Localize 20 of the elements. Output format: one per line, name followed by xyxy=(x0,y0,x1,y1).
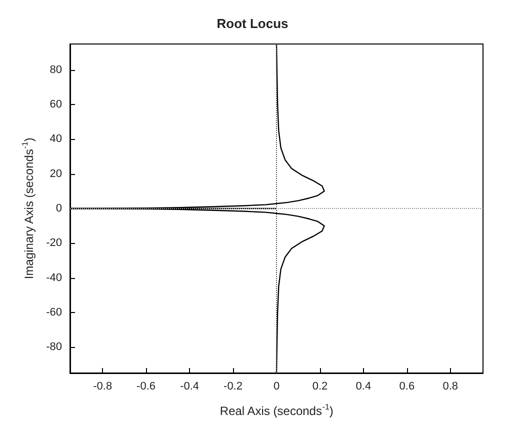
x-tick-label: -0.4 xyxy=(180,380,200,392)
x-tick-label: -0.2 xyxy=(224,380,243,392)
y-tick-label: 40 xyxy=(50,133,62,146)
x-tick-label: 0 xyxy=(273,380,280,392)
x-tick-label: 0.2 xyxy=(312,380,328,392)
chart-title: Root Locus xyxy=(216,16,288,31)
x-tick-label: -0.8 xyxy=(93,380,112,392)
y-tick-label: 20 xyxy=(50,168,62,180)
y-tick-label: 80 xyxy=(50,64,62,76)
y-tick-label: -40 xyxy=(46,272,62,284)
y-tick-label: 0 xyxy=(56,202,62,214)
y-tick-label: -80 xyxy=(46,341,62,354)
x-tick-label: 0.6 xyxy=(399,380,415,392)
y-axis-title: Imaginary Axis (seconds-1) xyxy=(20,138,36,280)
x-tick-label: -0.6 xyxy=(136,380,156,392)
x-tick-label: 0.4 xyxy=(356,380,372,392)
y-tick-label: -20 xyxy=(46,237,62,250)
x-tick-label: 0.8 xyxy=(442,380,458,392)
y-tick-label: -60 xyxy=(46,306,62,318)
y-tick-label: 60 xyxy=(50,98,62,111)
